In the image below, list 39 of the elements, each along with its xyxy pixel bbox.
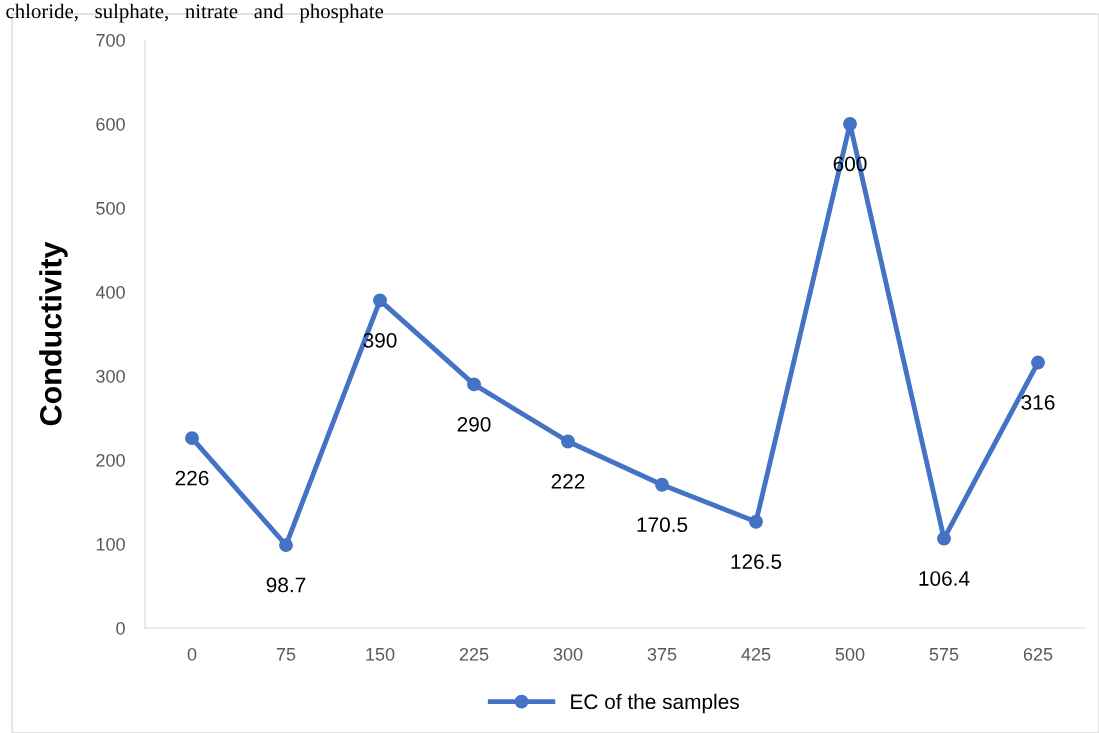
y-tick-label: 0 xyxy=(116,621,125,635)
x-tick-label: 575 xyxy=(929,648,959,661)
point xyxy=(467,377,481,392)
y-tick-label: 200 xyxy=(96,453,125,467)
legend-label: EC of the samples xyxy=(571,693,739,714)
point xyxy=(655,477,669,492)
x-tick-label: 375 xyxy=(647,647,677,661)
point xyxy=(843,117,857,131)
data-label: 98.7 xyxy=(266,577,306,593)
data-label: 222 xyxy=(551,474,585,489)
data-label: 226 xyxy=(175,470,209,486)
point xyxy=(937,531,951,546)
y-tick-label: 500 xyxy=(96,201,125,215)
text: chloride, sulphate, nitrate and phosphate xyxy=(6,3,384,23)
point xyxy=(279,538,293,553)
data-label: 106.4 xyxy=(919,571,970,586)
point xyxy=(185,431,199,446)
point xyxy=(561,434,575,449)
x-tick-label: 625 xyxy=(1023,647,1053,661)
data-label: 126.5 xyxy=(731,554,782,569)
point xyxy=(1031,355,1045,370)
x-tick-label: 300 xyxy=(553,647,583,661)
y-axis-title: Conductivity xyxy=(39,241,68,426)
y-tick-label: 600 xyxy=(96,117,125,131)
point xyxy=(373,293,387,308)
x-tick-label: 425 xyxy=(741,647,771,661)
x-tick-label: 0 xyxy=(187,647,197,661)
y-tick-label: 100 xyxy=(96,537,125,551)
y-tick-label: 400 xyxy=(95,285,125,299)
x-tick-label: 75 xyxy=(276,648,296,661)
x-tick-label: 225 xyxy=(459,647,489,661)
y-tick-label: 700 xyxy=(96,33,125,47)
y-tick-label: 300 xyxy=(96,369,125,383)
data-label: 290 xyxy=(457,416,491,432)
data-label: 316 xyxy=(1021,395,1055,410)
x-tick-label: 150 xyxy=(366,647,395,661)
x-tick-label: 500 xyxy=(835,647,865,661)
data-label: 170.5 xyxy=(637,517,688,533)
point xyxy=(749,514,763,529)
